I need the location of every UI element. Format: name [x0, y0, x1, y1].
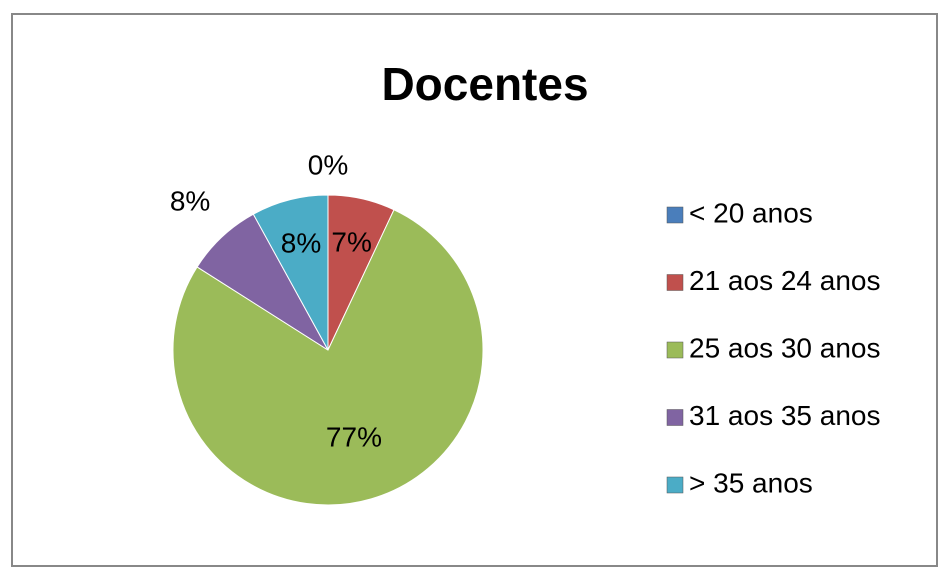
legend-swatch: [666, 206, 684, 224]
legend-swatch: [666, 341, 684, 359]
data-label: 77%: [326, 422, 382, 453]
data-label: 8%: [170, 186, 210, 217]
pie-slice: [172, 209, 484, 506]
legend-label: < 20 anos: [689, 197, 813, 228]
chart-frame: [11, 13, 938, 567]
legend-swatch: [666, 409, 684, 426]
legend-label: 25 aos 30 anos: [689, 332, 881, 363]
legend-swatch: [666, 274, 684, 291]
legend-label: > 35 anos: [689, 467, 813, 498]
legend-swatch: [666, 476, 684, 494]
data-label: 0%: [308, 149, 348, 180]
data-label: 7%: [331, 227, 371, 258]
chart-title: Docentes: [381, 58, 588, 110]
legend-label: 31 aos 35 anos: [689, 400, 881, 431]
legend-label: 21 aos 24 anos: [689, 265, 881, 296]
data-label: 8%: [281, 227, 321, 258]
pie-slice: [252, 194, 329, 351]
